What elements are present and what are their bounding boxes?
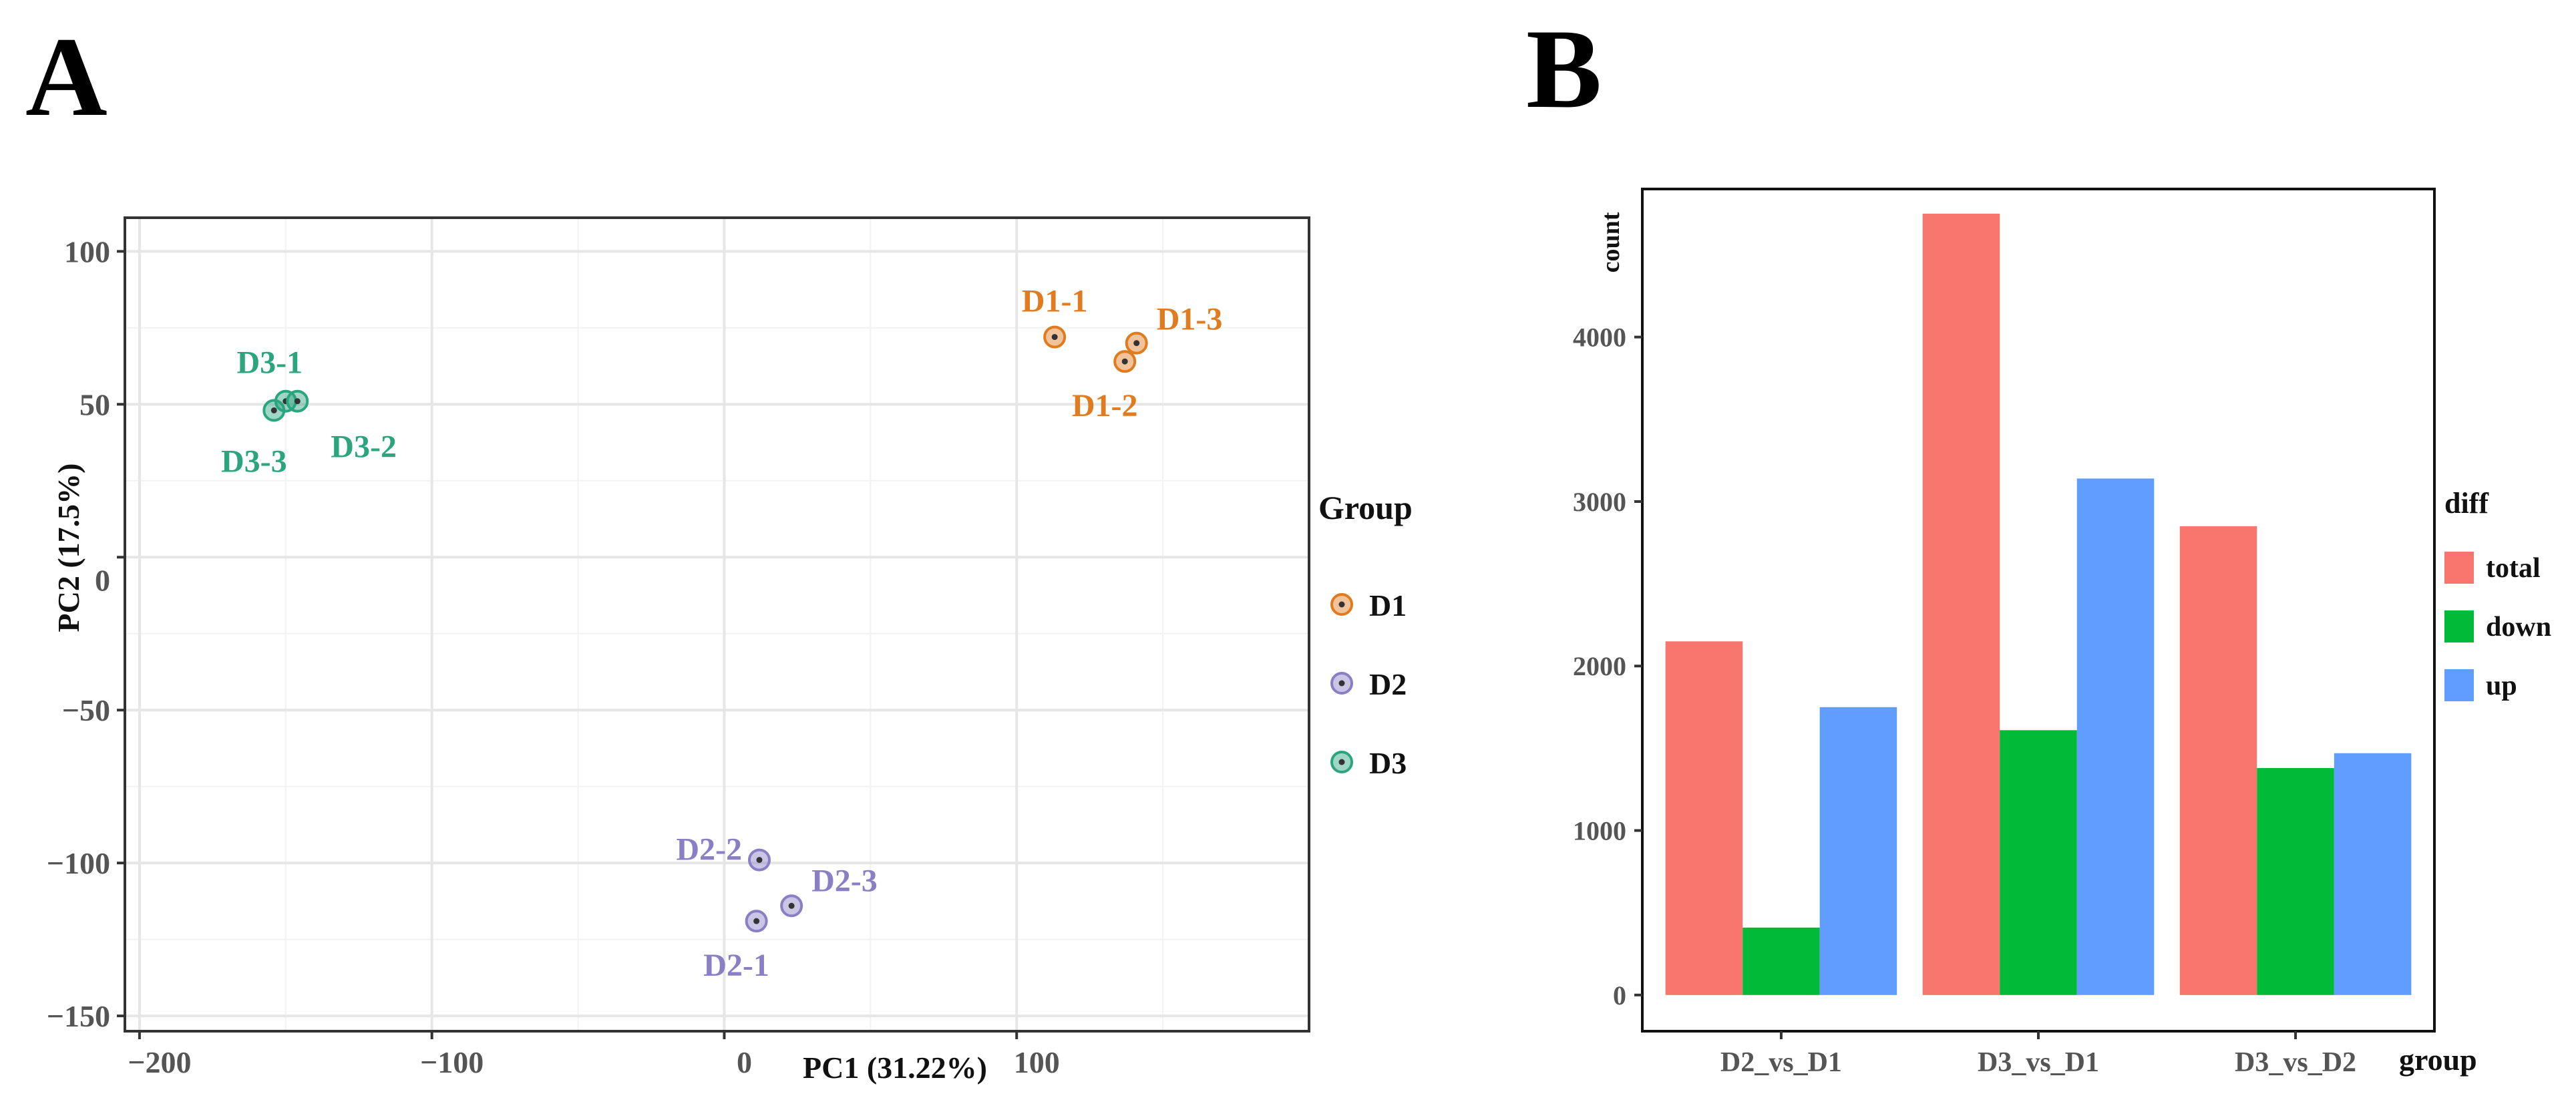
bar-x-tick-label: D2_vs_D1 xyxy=(1720,1047,1842,1078)
bar-down-d3_vs_d2 xyxy=(2257,767,2334,995)
pca-x-tick-label: 0 xyxy=(737,1045,752,1079)
pca-point-label: D2-1 xyxy=(703,948,769,983)
bar-down-d3_vs_d1 xyxy=(2000,730,2077,995)
pca-legend-key-center xyxy=(1338,601,1345,608)
pca-point-center xyxy=(270,407,277,413)
pca-point-center xyxy=(753,918,760,924)
pca-legend-label-d2: D2 xyxy=(1369,667,1407,701)
pca-x-tick-label: 100 xyxy=(1014,1045,1060,1079)
pca-legend-key-center xyxy=(1338,759,1345,765)
pca-x-axis-title: PC1 (31.22%) xyxy=(803,1051,987,1085)
pca-y-tick-label: −100 xyxy=(47,846,110,880)
pca-x-tick-label: −200 xyxy=(128,1045,191,1079)
bar-total-d3_vs_d2 xyxy=(2179,526,2257,995)
pca-legend-title: Group xyxy=(1318,489,1413,526)
bar-up-d2_vs_d1 xyxy=(1819,707,1897,995)
pca-point-label: D2-2 xyxy=(676,832,742,868)
bar-y-tick-label: 4000 xyxy=(1573,323,1626,353)
bar-y-tick-label: 0 xyxy=(1613,980,1626,1010)
pca-point-label: D3-2 xyxy=(331,429,397,465)
bar-legend-key-total xyxy=(2444,552,2474,584)
pca-points: D1-1 D1-2 D1-3 D2-1 D2-2 D2-3 D3-1 D3-2 D3-3 xyxy=(221,284,1222,984)
bar-total-d3_vs_d1 xyxy=(1922,213,2000,995)
pca-point-center xyxy=(788,902,795,909)
bar-legend-title: diff xyxy=(2444,487,2489,520)
pca-y-tick-label: 0 xyxy=(95,563,110,597)
pca-grid xyxy=(125,218,1309,1031)
pca-point-label: D3-3 xyxy=(221,443,287,479)
pca-point-center xyxy=(756,857,763,864)
bar-axis-ticks: D2_vs_D1 D3_vs_D1 D3_vs_D2 0 1000 2000 3000 400… xyxy=(1573,323,2356,1078)
bar-legend-label-up: up xyxy=(2486,671,2517,701)
pca-legend-label-d1: D1 xyxy=(1369,588,1407,622)
bar-y-tick-label: 1000 xyxy=(1573,816,1626,846)
pca-plot-border xyxy=(124,216,1310,1033)
bar-legend-key-up xyxy=(2444,669,2474,701)
panel-b-letter: B xyxy=(1526,6,1602,132)
bar-x-axis-title: group xyxy=(2399,1043,2477,1077)
pca-point-center xyxy=(1133,340,1140,347)
bar-total-d2_vs_d1 xyxy=(1665,641,1743,995)
bar-x-tick-label: D3_vs_D2 xyxy=(2235,1047,2356,1078)
bar-series xyxy=(1665,213,2412,995)
pca-point-label: D1-3 xyxy=(1157,302,1223,337)
pca-y-tick-label: −50 xyxy=(62,693,110,727)
pca-y-tick-label: 50 xyxy=(79,387,110,421)
pca-point-center xyxy=(1051,334,1058,341)
pca-y-tick-label: 100 xyxy=(64,234,110,268)
bar-y-tick-label: 2000 xyxy=(1573,651,1626,681)
pca-y-tick-label: −150 xyxy=(47,999,110,1033)
pca-point-label: D3-1 xyxy=(236,345,303,381)
pca-legend-label-d3: D3 xyxy=(1369,746,1407,780)
bar-legend-label-down: down xyxy=(2486,612,2551,642)
pca-point-label: D2-3 xyxy=(811,863,878,898)
bar-y-axis-title: count xyxy=(1597,212,1625,272)
bar-up-d3_vs_d2 xyxy=(2334,753,2412,995)
pca-legend-key-center xyxy=(1338,680,1345,687)
bar-legend-label-total: total xyxy=(2486,553,2541,584)
pca-point-center xyxy=(294,398,301,405)
bar-up-d3_vs_d1 xyxy=(2076,478,2155,995)
deg-bar-chart: D2_vs_D1 D3_vs_D1 D3_vs_D2 0 1000 2000 3000 400… xyxy=(1573,188,2551,1078)
pca-x-tick-label: −100 xyxy=(420,1045,484,1079)
bar-x-tick-label: D3_vs_D1 xyxy=(1978,1047,2099,1078)
pca-y-axis-title: PC2 (17.5%) xyxy=(51,464,85,632)
bar-legend-key-down xyxy=(2444,610,2474,642)
pca-point-label: D1-1 xyxy=(1022,284,1088,319)
pca-point-center xyxy=(1121,358,1128,365)
panel-a-letter: A xyxy=(25,14,108,140)
pca-plot-background xyxy=(125,218,1309,1031)
bar-y-tick-label: 3000 xyxy=(1573,487,1626,517)
pca-legend: D1 D2 D3 xyxy=(1330,588,1407,780)
bar-down-d2_vs_d1 xyxy=(1742,927,1820,995)
pca-point-label: D1-2 xyxy=(1072,388,1138,423)
pca-axis-ticks: −200 −100 0 100 100 50 0 −50 −100 −150 xyxy=(47,234,1060,1079)
bar-legend: total down up xyxy=(2444,552,2551,701)
